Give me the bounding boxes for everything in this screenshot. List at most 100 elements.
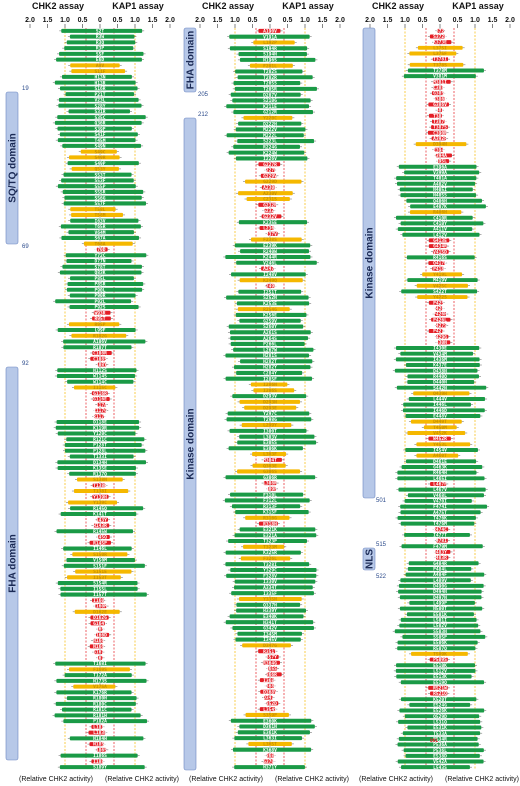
bar-chk2 — [395, 346, 440, 351]
bar-kap1 — [100, 701, 136, 706]
bar-chk2 — [237, 730, 270, 735]
variant-label: G165D — [93, 627, 107, 633]
bar-kap1 — [270, 452, 287, 457]
variant-label: Y72C — [94, 253, 105, 259]
x-tick-label: 1.0 — [400, 17, 410, 24]
variant-label: H483R — [433, 555, 447, 561]
domain-bar — [183, 117, 197, 771]
bar-kap1 — [440, 515, 476, 520]
bar-kap1 — [100, 448, 146, 453]
bar-kap1 — [270, 724, 315, 729]
bar-kap1 — [100, 730, 106, 735]
variant-label: C410R — [433, 215, 447, 221]
bar-kap1 — [100, 92, 135, 97]
variant-label: S11F — [94, 69, 105, 75]
variant-label: Y120C — [93, 431, 107, 437]
panel-header-chk2: CHK2 assay — [202, 1, 254, 11]
variant-label: T378I — [433, 57, 447, 63]
bar-chk2 — [238, 596, 270, 602]
bar-kap1 — [440, 572, 485, 577]
bar-chk2 — [95, 604, 100, 609]
bar-chk2 — [402, 408, 440, 413]
bar-chk2 — [397, 181, 440, 186]
bar-chk2 — [394, 368, 440, 373]
bar-kap1 — [440, 719, 481, 724]
bar-kap1 — [100, 230, 134, 235]
variant-label: R117W — [93, 414, 107, 420]
bar-kap1 — [100, 86, 138, 91]
variant-label: I188N — [93, 759, 107, 765]
variant-label: L512V — [433, 668, 447, 674]
variant-label: F474I — [433, 504, 447, 510]
bar-chk2 — [233, 347, 270, 352]
x-axis-label-left: (Relative CHK2 activity) — [19, 776, 93, 783]
bar-kap1 — [100, 747, 107, 752]
bar-kap1 — [100, 627, 103, 632]
bar-chk2 — [56, 419, 100, 425]
bar-chk2 — [233, 110, 270, 115]
variant-label: A484F — [433, 572, 447, 578]
bar-chk2 — [261, 266, 270, 271]
bar-chk2 — [433, 79, 440, 84]
variant-label: P509S — [433, 657, 447, 663]
bar-kap1 — [440, 357, 480, 362]
variant-label: Y139H — [93, 494, 107, 500]
variant-label: E531K — [433, 725, 447, 731]
bar-chk2 — [55, 701, 100, 706]
bar-chk2 — [96, 747, 100, 752]
bar-chk2 — [430, 691, 440, 696]
bar-kap1 — [270, 225, 274, 231]
variant-label: C284Y — [263, 371, 277, 377]
bar-kap1 — [270, 440, 317, 445]
variant-label: H339Y — [263, 608, 277, 614]
variant-label: R3W — [96, 34, 105, 40]
bar-kap1 — [100, 443, 142, 448]
bar-kap1 — [440, 40, 452, 45]
bar-kap1 — [440, 193, 477, 198]
bar-kap1 — [440, 464, 483, 469]
bar-chk2 — [57, 327, 100, 332]
variant-label: R507Q — [433, 646, 447, 652]
bar-chk2 — [252, 452, 270, 457]
bar-chk2 — [406, 198, 440, 203]
bar-kap1 — [100, 615, 109, 620]
variant-label: Q83K — [94, 270, 105, 276]
variant-label: L467V — [433, 487, 447, 493]
variant-label: L183F — [93, 730, 107, 736]
bar-kap1 — [440, 340, 451, 345]
variant-label: S49N — [94, 144, 105, 150]
variant-label: R145W — [93, 529, 107, 535]
bar-chk2 — [229, 34, 270, 39]
bar-kap1 — [440, 640, 478, 645]
bar-kap1 — [440, 697, 477, 702]
bar-kap1 — [440, 227, 473, 232]
bar-chk2 — [397, 646, 440, 651]
bar-chk2 — [67, 281, 100, 286]
domain-bar — [362, 547, 376, 571]
bar-chk2 — [94, 650, 100, 655]
bar-chk2 — [238, 191, 270, 196]
variant-label: L299Y — [263, 423, 277, 429]
bar-kap1 — [270, 46, 308, 51]
bar-kap1 — [100, 149, 117, 154]
bar-chk2 — [259, 678, 270, 683]
bar-kap1 — [440, 204, 486, 209]
bar-chk2 — [416, 453, 440, 458]
variant-label: K437E — [433, 363, 447, 369]
bar-kap1 — [440, 612, 474, 617]
bar-chk2 — [68, 109, 100, 114]
bar-chk2 — [67, 161, 100, 166]
variant-label: G306R — [263, 475, 277, 481]
variant-label: G484R — [433, 561, 447, 567]
variant-label: V23L — [94, 98, 105, 104]
variant-label: C108R — [93, 351, 107, 357]
bar-kap1 — [270, 394, 307, 399]
variant-label: I436M — [433, 357, 447, 363]
bar-kap1 — [440, 62, 464, 67]
variant-label: T133I — [93, 454, 107, 460]
bar-kap1 — [440, 402, 471, 407]
variant-label: D293E — [263, 405, 277, 411]
variant-label: R107T — [93, 345, 107, 351]
variant-label: E361K — [263, 730, 277, 736]
bar-kap1 — [440, 334, 449, 339]
